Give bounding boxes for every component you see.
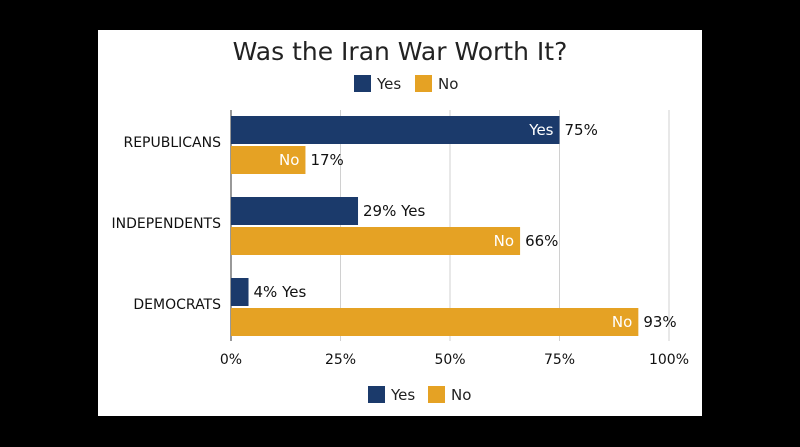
x-tick-label: 25% (325, 352, 356, 368)
data-label: 17% (310, 151, 343, 169)
x-axis: 0% 25% 50% 75% 100% (220, 352, 689, 368)
gridlines (230, 110, 670, 341)
data-label: 75% (565, 121, 598, 139)
chart-title: Was the Iran War Worth It? (233, 37, 568, 66)
bar-chart: Was the Iran War Worth It? Yes No REPUBL… (111, 37, 689, 404)
bar-inside-label: Yes (528, 121, 553, 139)
data-label: 4% Yes (254, 283, 307, 301)
category-label: REPUBLICANS (123, 135, 221, 151)
legend-yes-label: Yes (376, 75, 401, 93)
bar-yes-republicans (231, 116, 560, 144)
legend-no-swatch (415, 75, 432, 92)
bar-no-independents (231, 227, 521, 255)
x-tick-label: 50% (434, 352, 465, 368)
chart-card: Was the Iran War Worth It? Yes No REPUBL… (98, 30, 702, 416)
bar-inside-label: No (494, 232, 514, 250)
bar-inside-label: No (612, 313, 632, 331)
x-tick-label: 0% (220, 352, 242, 368)
bar-no-democrats (231, 308, 639, 336)
data-label: 93% (643, 313, 676, 331)
legend-top: Yes No (354, 75, 458, 93)
legend-no-label: No (438, 75, 458, 93)
bar-yes-democrats (231, 278, 249, 306)
x-tick-label: 75% (544, 352, 575, 368)
data-label: 66% (525, 232, 558, 250)
legend-yes-swatch-bottom (368, 386, 385, 403)
legend-no-swatch-bottom (428, 386, 445, 403)
bar-no-republicans (231, 146, 306, 174)
bar-inside-label: No (279, 151, 299, 169)
bars: REPUBLICANS 75% Yes 17% No INDEPENDENTS 29% Ye… (111, 116, 677, 336)
category-label: INDEPENDENTS (111, 216, 221, 232)
category-label: DEMOCRATS (133, 297, 221, 313)
x-tick-label: 100% (649, 352, 689, 368)
legend-yes-label-bottom: Yes (390, 386, 415, 404)
data-label: 29% Yes (363, 202, 426, 220)
bar-yes-independents (231, 197, 359, 225)
legend-bottom: Yes No (368, 386, 471, 404)
legend-no-label-bottom: No (451, 386, 471, 404)
legend-yes-swatch (354, 75, 371, 92)
